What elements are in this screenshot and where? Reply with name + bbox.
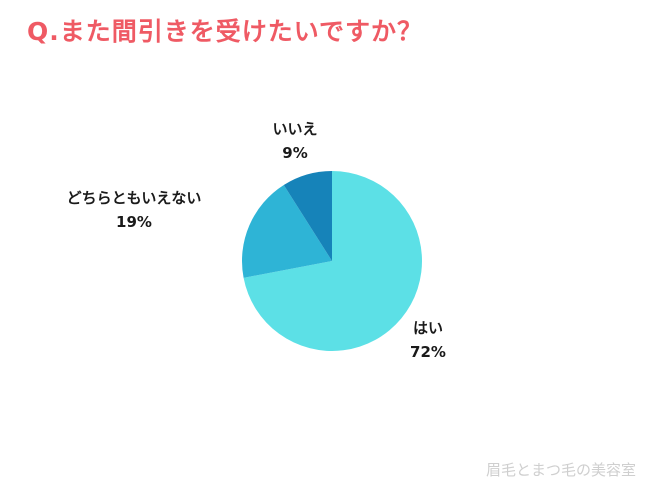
slice-value-1: 72% xyxy=(410,343,446,361)
slice-label-3: いいえ xyxy=(272,120,317,138)
slice-value-3: 9% xyxy=(282,144,307,162)
slice-label-2: どちらともいえない xyxy=(67,189,202,207)
watermark: 眉毛とまつ毛の美容室 xyxy=(485,461,636,479)
chart-title: Q.また間引きを受けたいですか？ xyxy=(27,17,424,46)
pie-slice-2 xyxy=(241,185,332,278)
slice-label-1: はい xyxy=(413,319,443,337)
pie-slice-1 xyxy=(243,171,422,352)
pie-slice-3 xyxy=(283,171,332,261)
slice-value-2: 19% xyxy=(116,213,152,231)
